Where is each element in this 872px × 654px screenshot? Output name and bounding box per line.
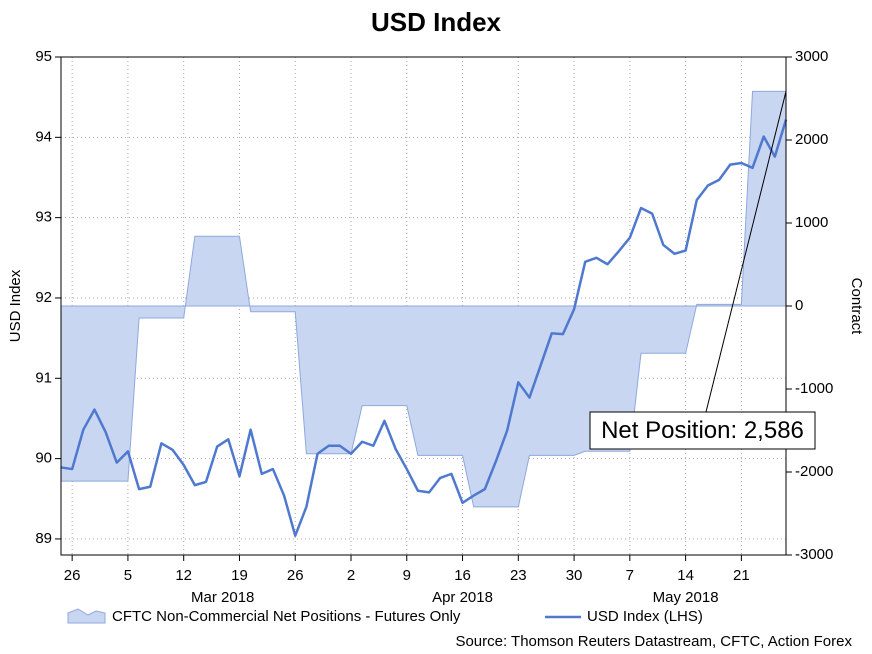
legend-swatch (67, 608, 106, 624)
y-tick-label: 91 (35, 369, 52, 386)
x-tick-label: 5 (124, 567, 132, 584)
y2-tick-label: 2000 (795, 131, 828, 148)
annotation-leader (705, 91, 787, 413)
y-tick-label: 89 (35, 530, 52, 547)
x-tick-label: 14 (677, 567, 694, 584)
y-tick-label: 95 (35, 48, 52, 65)
y-tick-label: 94 (35, 128, 52, 145)
y-tick-label: 92 (35, 289, 52, 306)
y-axis-label: USD Index (7, 269, 24, 342)
y2-tick-label: 1000 (795, 214, 828, 231)
x-tick-label: 12 (175, 567, 192, 584)
y2-axis-label: Contract (848, 278, 865, 336)
x-tick-label: 21 (733, 567, 750, 584)
x-month-label: Apr 2018 (432, 589, 493, 606)
x-tick-label: 23 (510, 567, 527, 584)
x-tick-label: 7 (626, 567, 634, 584)
x-month-label: Mar 2018 (191, 589, 254, 606)
x-tick-label: 26 (64, 567, 81, 584)
annotation-text: Net Position: 2,586 (601, 417, 804, 444)
legend-label: CFTC Non-Commercial Net Positions - Futu… (112, 608, 461, 625)
line (60, 119, 788, 537)
x-month-label: May 2018 (653, 589, 719, 606)
chart-title: USD Index (371, 7, 502, 37)
x-tick-label: 30 (566, 567, 583, 584)
y2-tick-label: -3000 (795, 546, 833, 563)
x-tick-label: 16 (454, 567, 471, 584)
x-tick-label: 19 (231, 567, 248, 584)
annotation-box (589, 411, 816, 450)
y2-tick-label: -2000 (795, 463, 833, 480)
legend-label: USD Index (LHS) (587, 608, 703, 625)
x-tick-label: 2 (347, 567, 355, 584)
y-tick-label: 93 (35, 209, 52, 226)
y2-tick-label: 0 (795, 297, 803, 314)
y2-tick-label: 3000 (795, 48, 828, 65)
y2-tick-label: -1000 (795, 380, 833, 397)
x-tick-label: 9 (403, 567, 411, 584)
area (60, 90, 787, 508)
y-tick-label: 90 (35, 450, 52, 467)
source-note: Source: Thomson Reuters Datastream, CFTC… (455, 633, 852, 650)
x-tick-label: 26 (287, 567, 304, 584)
